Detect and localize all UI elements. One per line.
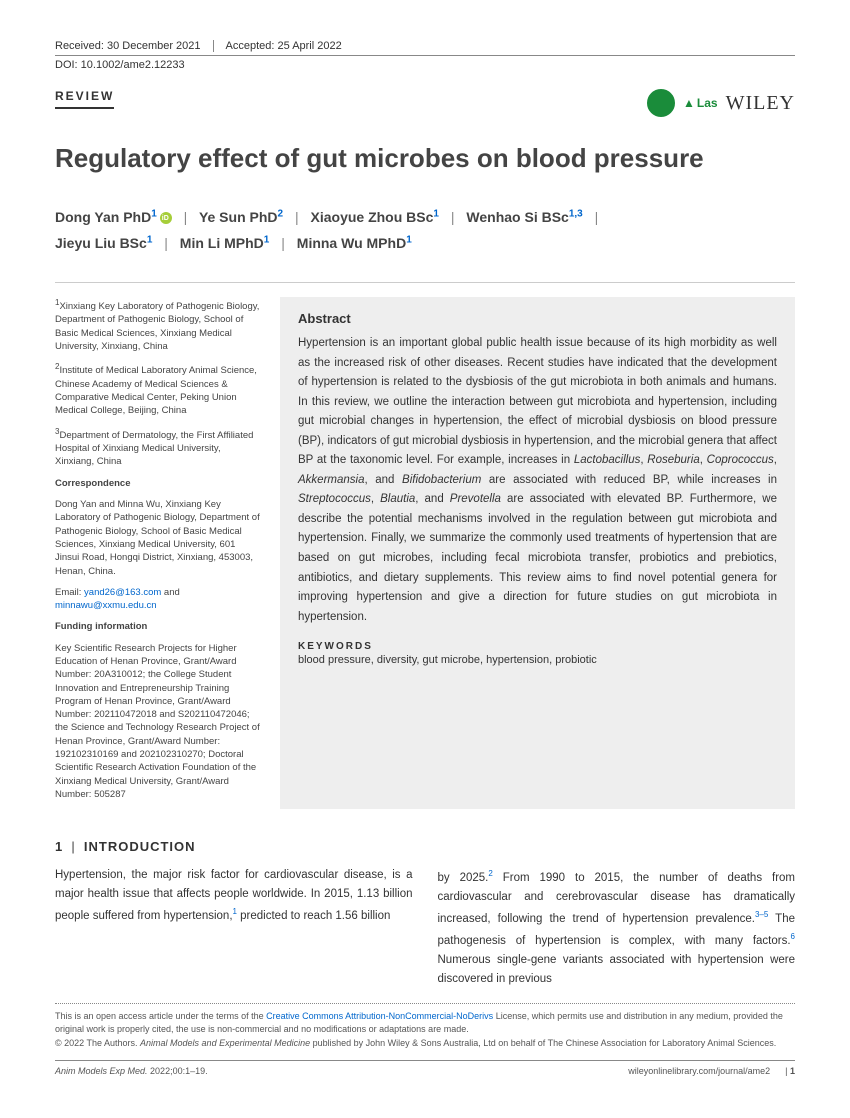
body-column-right: by 2025.2 From 1990 to 2015, the number … bbox=[438, 866, 796, 988]
abstract-heading: Abstract bbox=[298, 311, 777, 326]
badge-icon bbox=[647, 89, 675, 117]
correspondence-email: Email: yand26@163.com and minnawu@xxmu.e… bbox=[55, 586, 260, 613]
affil-link[interactable]: 2 bbox=[278, 208, 284, 219]
affil-link[interactable]: 1 bbox=[147, 235, 153, 246]
author: Xiaoyue Zhou BSc1 bbox=[311, 209, 439, 225]
author: Jieyu Liu BSc1 bbox=[55, 235, 152, 251]
doi: DOI: 10.1002/ame2.12233 bbox=[55, 59, 795, 71]
article-title: Regulatory effect of gut microbes on blo… bbox=[55, 142, 795, 176]
license-line2: © 2022 The Authors. Animal Models and Ex… bbox=[55, 1037, 795, 1051]
affil-link[interactable]: 1 bbox=[151, 208, 157, 219]
introduction-section: 1|INTRODUCTION Hypertension, the major r… bbox=[55, 839, 795, 988]
author: Minna Wu MPhD1 bbox=[297, 235, 412, 251]
affiliation: 3Department of Dermatology, the First Af… bbox=[55, 426, 260, 469]
wiley-logo: WILEY bbox=[726, 92, 795, 115]
article-type: REVIEW bbox=[55, 89, 114, 109]
author: Min Li MPhD1 bbox=[180, 235, 270, 251]
page-footer: Anim Models Exp Med. 2022;00:1–19. wiley… bbox=[55, 1060, 795, 1076]
affiliation: 1Xinxiang Key Laboratory of Pathogenic B… bbox=[55, 297, 260, 353]
orcid-icon[interactable] bbox=[160, 212, 172, 224]
section-heading: 1|INTRODUCTION bbox=[55, 839, 795, 854]
article-meta: Received: 30 December 2021 Accepted: 25 … bbox=[55, 40, 795, 56]
correspondence-text: Dong Yan and Minna Wu, Xinxiang Key Labo… bbox=[55, 498, 260, 578]
abstract-text: Hypertension is an important global publ… bbox=[298, 334, 777, 627]
publisher-logos: Las WILEY bbox=[647, 89, 795, 117]
affil-link[interactable]: 1,3 bbox=[569, 208, 583, 219]
keywords-text: blood pressure, diversity, gut microbe, … bbox=[298, 654, 777, 666]
footer-url[interactable]: wileyonlinelibrary.com/journal/ame2 bbox=[628, 1066, 770, 1076]
las-logo: Las bbox=[683, 96, 718, 110]
body-column-left: Hypertension, the major risk factor for … bbox=[55, 866, 413, 988]
author-list: Dong Yan PhD1 | Ye Sun PhD2 | Xiaoyue Zh… bbox=[55, 204, 795, 257]
keywords-label: KEYWORDS bbox=[298, 641, 777, 652]
affiliation: 2Institute of Medical Laboratory Animal … bbox=[55, 361, 260, 417]
email-link[interactable]: yand26@163.com bbox=[84, 587, 161, 598]
email-link[interactable]: minnawu@xxmu.edu.cn bbox=[55, 600, 157, 611]
correspondence-label: Correspondence bbox=[55, 477, 260, 490]
footer-page: | 1 bbox=[785, 1066, 795, 1076]
author: Dong Yan PhD1 bbox=[55, 209, 172, 225]
abstract-box: Abstract Hypertension is an important gl… bbox=[280, 297, 795, 809]
funding-text: Key Scientific Research Projects for Hig… bbox=[55, 642, 260, 802]
funding-label: Funding information bbox=[55, 620, 260, 633]
license-link[interactable]: Creative Commons Attribution-NonCommerci… bbox=[266, 1011, 493, 1021]
ref-link[interactable]: 3–5 bbox=[755, 910, 768, 919]
license-block: This is an open access article under the… bbox=[55, 1003, 795, 1051]
author: Wenhao Si BSc1,3 bbox=[466, 209, 582, 225]
accepted-date: Accepted: 25 April 2022 bbox=[226, 40, 342, 52]
license-line1: This is an open access article under the… bbox=[55, 1010, 795, 1037]
affil-link[interactable]: 1 bbox=[406, 235, 412, 246]
received-date: Received: 30 December 2021 bbox=[55, 40, 214, 52]
header-row: REVIEW Las WILEY bbox=[55, 89, 795, 117]
affiliations-column: 1Xinxiang Key Laboratory of Pathogenic B… bbox=[55, 297, 260, 809]
ref-link[interactable]: 6 bbox=[791, 932, 795, 941]
affil-link[interactable]: 1 bbox=[264, 235, 270, 246]
main-grid: 1Xinxiang Key Laboratory of Pathogenic B… bbox=[55, 282, 795, 809]
footer-citation: Anim Models Exp Med. 2022;00:1–19. bbox=[55, 1066, 208, 1076]
author: Ye Sun PhD2 bbox=[199, 209, 283, 225]
affil-link[interactable]: 1 bbox=[433, 208, 439, 219]
